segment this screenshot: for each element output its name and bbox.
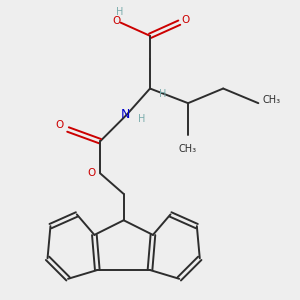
Text: O: O bbox=[112, 16, 121, 26]
Text: H: H bbox=[160, 89, 167, 99]
Text: CH₃: CH₃ bbox=[179, 143, 197, 154]
Text: N: N bbox=[120, 108, 130, 122]
Text: H: H bbox=[137, 114, 145, 124]
Text: O: O bbox=[87, 168, 96, 178]
Text: H: H bbox=[116, 8, 123, 17]
Text: CH₃: CH₃ bbox=[262, 95, 280, 105]
Text: O: O bbox=[55, 120, 63, 130]
Text: O: O bbox=[181, 15, 189, 25]
